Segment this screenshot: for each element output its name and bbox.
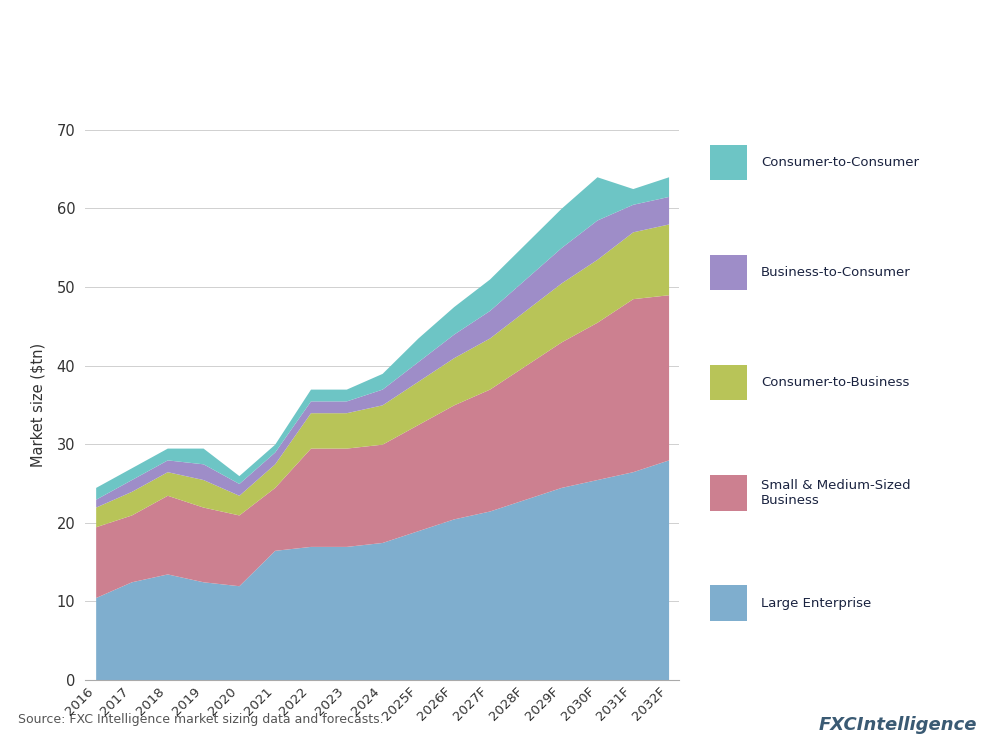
Text: Business-to-Consumer: Business-to-Consumer: [761, 266, 911, 279]
Bar: [710, 476, 747, 511]
Bar: [710, 255, 747, 291]
Bar: [710, 586, 747, 621]
Text: FXCIntelligence: FXCIntelligence: [818, 716, 977, 734]
Bar: [710, 366, 747, 401]
Text: Small & Medium-Sized
Business: Small & Medium-Sized Business: [761, 479, 911, 507]
Text: Large Enterprise: Large Enterprise: [761, 596, 871, 610]
Bar: [710, 145, 747, 181]
Text: Source: FXC Intelligence market sizing data and forecasts.: Source: FXC Intelligence market sizing d…: [18, 713, 384, 726]
Text: Consumer-to-Business: Consumer-to-Business: [761, 376, 910, 389]
Text: Retail cross-border payments market size by segments, 2016-2032F: Retail cross-border payments market size…: [18, 76, 542, 91]
Text: Consumer-to-Consumer: Consumer-to-Consumer: [761, 156, 919, 169]
Text: Growth in the cross-border payments market: Growth in the cross-border payments mark…: [18, 28, 599, 51]
Y-axis label: Market size ($tn): Market size ($tn): [30, 343, 45, 467]
